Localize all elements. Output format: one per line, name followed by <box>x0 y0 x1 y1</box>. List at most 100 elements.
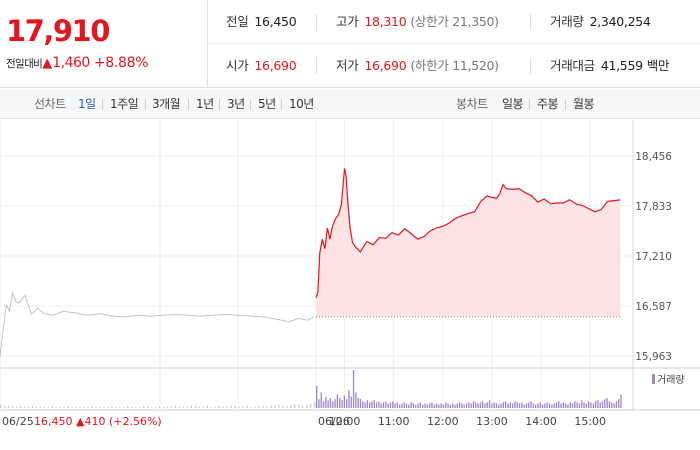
y-axis: 18,456 17,833 17,210 16,587 15,963 <box>635 151 672 363</box>
volume-bars: 거래량 <box>0 370 685 408</box>
volume-bar <box>234 405 236 408</box>
info-row: 시가 16,690 저가 16,690 (하한가 11,520) 거래대금 41,559… <box>208 44 700 88</box>
volume-bar <box>537 403 539 408</box>
open-label: 시가 <box>226 58 249 73</box>
volume-bar <box>348 390 350 408</box>
volume-bar <box>23 406 26 408</box>
x-tick-label: 14:00 <box>525 415 557 428</box>
volume-bar <box>51 405 53 408</box>
prev-day-change: 410 <box>84 415 109 428</box>
volume-bar <box>544 403 546 408</box>
x-tick-label: 06/25 <box>2 415 34 428</box>
volume-bar <box>569 402 571 408</box>
volume-bar <box>364 402 366 408</box>
quote-info-grid: 전일 16,450 고가 18,310 (상한가 21,350) 거래량 2,340,2… <box>208 0 700 88</box>
tab-candle-weekly[interactable]: 주봉 <box>537 97 559 111</box>
volume-bar <box>302 405 304 408</box>
volume-bar <box>521 402 523 408</box>
up-arrow-icon: ▲ <box>42 56 53 71</box>
volume-bar <box>456 403 458 408</box>
volume-bar <box>449 404 451 408</box>
volume-bar <box>83 406 85 408</box>
volume-bar <box>369 402 371 408</box>
volume-bar <box>410 402 412 408</box>
volume-bar <box>123 406 125 408</box>
volume-bar <box>238 406 240 408</box>
volume-bar <box>479 402 481 408</box>
volume-bar <box>567 404 569 408</box>
high-label: 고가 <box>336 14 359 29</box>
price-box: 17,910 전일대비▲1,460 +8.88% <box>0 0 208 88</box>
line-chart-label: 선차트 <box>34 97 66 111</box>
tab-period-10y[interactable]: 10년 <box>289 97 314 111</box>
x-tick-label: 12:00 <box>427 415 459 428</box>
price-chart[interactable]: 18,456 17,833 17,210 16,587 15,963 거래량 06/25… <box>0 120 700 450</box>
volume-bar <box>618 399 620 408</box>
volume-bar <box>399 404 401 408</box>
trade-value-label: 거래대금 <box>550 58 595 73</box>
volume-bar <box>583 402 585 408</box>
high-cell: 고가 18,310 (상한가 21,350) <box>336 0 499 44</box>
volume-bar <box>79 406 81 408</box>
volume-bar <box>387 403 389 408</box>
lower-limit: (하한가 11,520) <box>410 58 499 73</box>
volume-bar <box>166 406 169 408</box>
tab-period-1d[interactable]: 1일 <box>78 97 96 111</box>
high-value: 18,310 <box>364 14 407 29</box>
tab-candle-monthly[interactable]: 월봉 <box>573 97 595 111</box>
volume-bar <box>327 400 329 408</box>
trade-value-unit: 백만 <box>646 58 670 73</box>
volume-bar <box>178 406 181 408</box>
volume-bar <box>174 405 177 408</box>
volume-bar <box>576 402 578 408</box>
volume-bar <box>532 403 534 408</box>
volume-bar <box>15 406 18 408</box>
volume-bar <box>525 403 528 408</box>
volume-bar <box>254 406 256 408</box>
tab-period-3y[interactable]: 3년 <box>227 97 245 111</box>
volume-bar <box>202 406 204 408</box>
chart-lines <box>0 168 621 358</box>
volume-label: 거래량 <box>550 14 584 29</box>
volume-bar <box>403 402 405 408</box>
volume-bar <box>91 405 93 408</box>
volume-bar <box>143 405 145 408</box>
volume-bar <box>470 403 472 408</box>
tab-period-5y[interactable]: 5년 <box>258 97 276 111</box>
volume-bar <box>286 405 288 408</box>
volume-bar <box>611 402 613 408</box>
volume-bar <box>357 397 359 408</box>
volume-bar <box>472 401 475 408</box>
volume-bar <box>282 405 284 408</box>
volume-bar <box>500 403 502 408</box>
tab-period-1w[interactable]: 1주일 <box>110 97 139 111</box>
volume-bar <box>371 401 373 408</box>
volume-bar <box>588 401 590 408</box>
volume-bar <box>571 403 574 408</box>
tab-period-1y[interactable]: 1년 <box>196 97 214 111</box>
y-tick-label: 15,963 <box>635 351 672 363</box>
volume-bar <box>4 405 6 408</box>
volume-legend-label: 거래량 <box>657 374 685 386</box>
volume-bar <box>194 405 197 408</box>
tab-candle-daily[interactable]: 일봉 <box>502 97 524 111</box>
volume-bar <box>334 399 336 408</box>
volume-bar <box>346 399 348 408</box>
volume-bar <box>290 405 292 408</box>
volume-bar <box>412 403 415 408</box>
low-cell: 저가 16,690 (하한가 11,520) <box>336 44 499 88</box>
volume-bar <box>435 403 438 408</box>
volume-bar <box>558 401 560 408</box>
volume-bar <box>230 405 232 408</box>
volume-bar <box>505 401 507 408</box>
volume-bar <box>599 402 601 408</box>
volume-bar <box>19 405 22 408</box>
volume-bar <box>294 404 296 408</box>
volume-bar <box>606 397 608 408</box>
volume-bar <box>555 402 558 408</box>
volume-bar <box>445 402 447 408</box>
volume-bar <box>190 405 193 408</box>
volume-bar <box>548 403 551 408</box>
volume-bar <box>270 405 272 408</box>
tab-period-3m[interactable]: 3개월 <box>152 97 181 111</box>
